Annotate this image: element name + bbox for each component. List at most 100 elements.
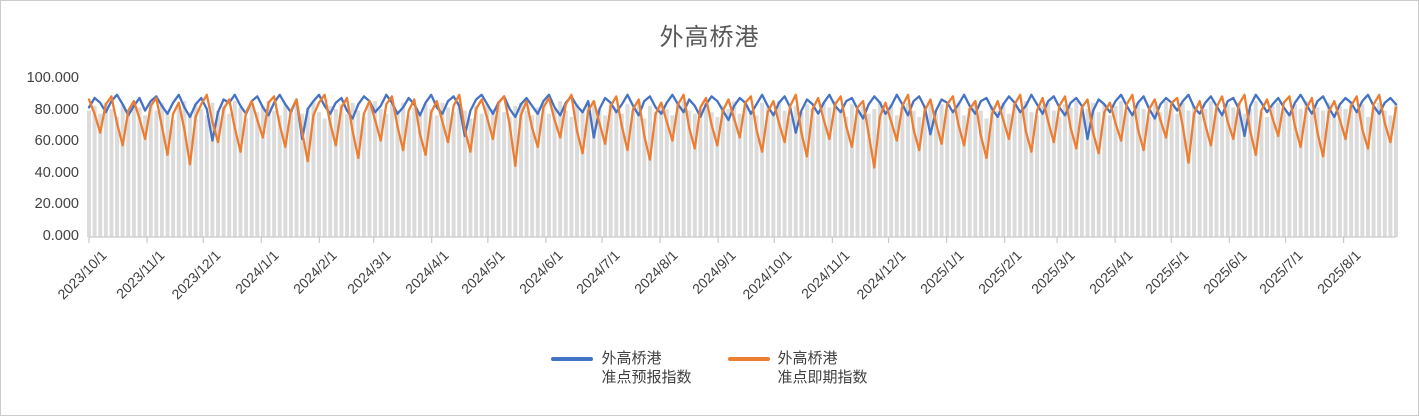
y-tick-label: 20.000 (34, 196, 79, 213)
chart-title: 外高桥港 (659, 24, 760, 51)
bar (962, 115, 967, 237)
bar (1107, 115, 1112, 237)
bar (580, 112, 585, 237)
bar (1012, 104, 1017, 237)
y-tick-label: 0.000 (42, 228, 79, 244)
bar (720, 105, 725, 237)
bar (165, 113, 170, 237)
bar (816, 115, 821, 237)
bar (737, 113, 742, 237)
legend-item-forecast: 外高桥港 准点预报指数 (551, 349, 692, 387)
bar (788, 118, 793, 237)
bar (922, 105, 927, 237)
bar (883, 112, 888, 237)
bar (636, 101, 641, 238)
bar (210, 102, 215, 237)
bar (1186, 110, 1191, 237)
bar (1063, 104, 1068, 237)
bar (777, 101, 781, 238)
bar (928, 101, 933, 238)
bar (1029, 112, 1034, 237)
legend-item-spot: 外高桥港 准点即期指数 (727, 349, 868, 387)
bar (1018, 109, 1023, 237)
bar (664, 109, 669, 237)
bar (350, 102, 355, 237)
bar (109, 109, 114, 237)
bar (709, 112, 714, 237)
bar (1287, 113, 1292, 237)
bar (1001, 102, 1006, 237)
bar (631, 110, 636, 237)
bar (1130, 113, 1135, 237)
bar (434, 115, 439, 237)
bar (502, 112, 507, 237)
bar (378, 109, 383, 237)
bar (956, 102, 961, 237)
bar (844, 116, 849, 237)
bar (1079, 113, 1084, 237)
bar (950, 112, 955, 237)
bar (765, 107, 770, 237)
bar (990, 105, 995, 237)
bar (810, 109, 815, 237)
legend-forecast-line1: 外高桥港 (601, 350, 662, 367)
bar (227, 113, 232, 237)
bar (277, 115, 282, 237)
y-tick-label: 80.000 (34, 101, 79, 118)
bar (485, 104, 490, 237)
bar (855, 110, 860, 237)
bar (367, 105, 372, 237)
bar (429, 109, 434, 237)
bar (255, 112, 260, 237)
bar (530, 115, 535, 237)
bar (221, 105, 226, 237)
bar (1180, 102, 1185, 237)
bar (1124, 110, 1129, 237)
spot-line-swatch (727, 357, 770, 361)
bar (457, 101, 462, 238)
forecast-line-swatch (551, 357, 594, 361)
bar (1276, 102, 1281, 237)
bar (1136, 102, 1140, 237)
bar (1085, 109, 1090, 237)
bar (563, 110, 568, 237)
bar (356, 110, 361, 237)
bar (1377, 102, 1382, 237)
bar (148, 105, 153, 237)
bar (182, 101, 187, 238)
bar (619, 113, 624, 237)
bar (193, 104, 198, 237)
bar (361, 116, 366, 237)
bar (866, 113, 871, 237)
bar (1208, 101, 1213, 238)
bar (176, 107, 181, 237)
spot-line (87, 93, 1398, 169)
bar (389, 104, 394, 237)
bar (524, 110, 529, 237)
bar (995, 110, 1000, 237)
bar (676, 104, 680, 237)
bar (743, 104, 748, 237)
bar (1214, 110, 1219, 237)
bar (984, 118, 989, 237)
bar (1046, 102, 1051, 237)
bar (872, 109, 877, 237)
bar (782, 110, 787, 237)
bar (547, 113, 551, 237)
legend-spot-line1: 外高桥港 (777, 350, 838, 367)
bar (126, 112, 131, 237)
bar (272, 110, 277, 237)
bar (681, 101, 686, 238)
bar (283, 104, 288, 237)
bar (687, 110, 692, 237)
bar (507, 116, 512, 237)
bar (1388, 115, 1393, 237)
bar (1057, 116, 1062, 237)
bar (1068, 107, 1073, 237)
bar (1298, 109, 1303, 237)
bar (199, 109, 204, 237)
bar (260, 105, 265, 237)
bar (1113, 105, 1118, 237)
bar (967, 107, 972, 237)
bar (647, 105, 652, 237)
